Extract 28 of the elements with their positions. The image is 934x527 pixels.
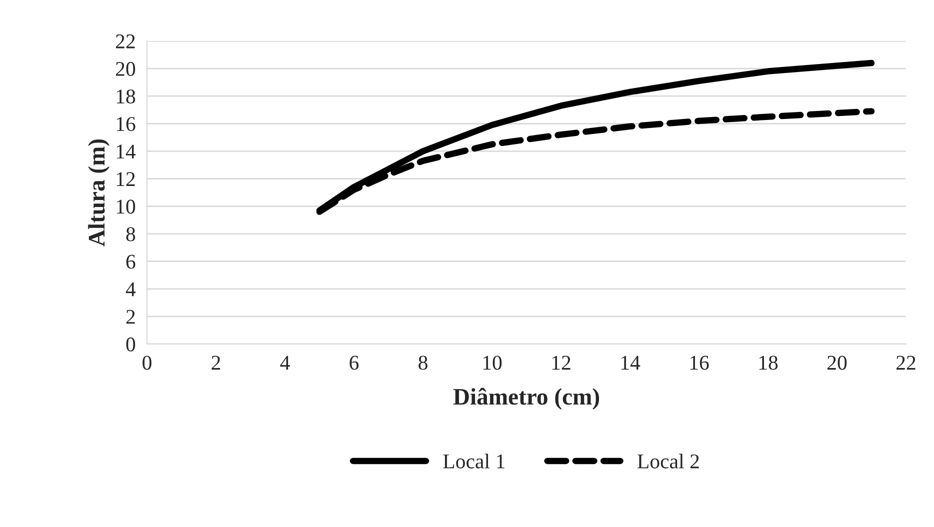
x-tick-label: 0 (142, 356, 152, 370)
y-tick-label: 20 (116, 62, 136, 76)
y-tick-label: 22 (116, 34, 135, 48)
y-tick-label: 18 (116, 89, 136, 104)
y-tick-label: 12 (116, 172, 135, 186)
x-tick-label: 16 (690, 356, 709, 370)
y-tick-label: 14 (116, 144, 136, 158)
x-tick-label: 12 (552, 356, 570, 370)
x-tick-label: 18 (759, 356, 778, 370)
legend-label: Local 2 (638, 454, 699, 468)
x-tick-label: 20 (828, 356, 847, 370)
y-tick-label: 8 (126, 227, 136, 242)
legend-label: Local 1 (443, 454, 504, 468)
x-axis-title: Diâmetro (cm) (453, 388, 599, 410)
y-axis-title: Altura (m) (88, 139, 110, 246)
x-tick-label: 14 (621, 356, 640, 370)
x-tick-label: 10 (483, 356, 502, 370)
x-tick-label: 6 (350, 356, 359, 370)
x-tick-label: 4 (280, 356, 290, 370)
x-tick-label: 22 (896, 356, 916, 370)
y-tick-label: 2 (126, 310, 135, 324)
x-tick-label: 2 (212, 356, 220, 370)
y-tick-label: 6 (126, 254, 136, 269)
y-tick-label: 16 (116, 117, 136, 132)
y-tick-label: 10 (116, 200, 136, 214)
y-tick-label: 0 (126, 337, 136, 352)
x-tick-label: 8 (418, 356, 428, 370)
y-tick-label: 4 (126, 282, 136, 296)
